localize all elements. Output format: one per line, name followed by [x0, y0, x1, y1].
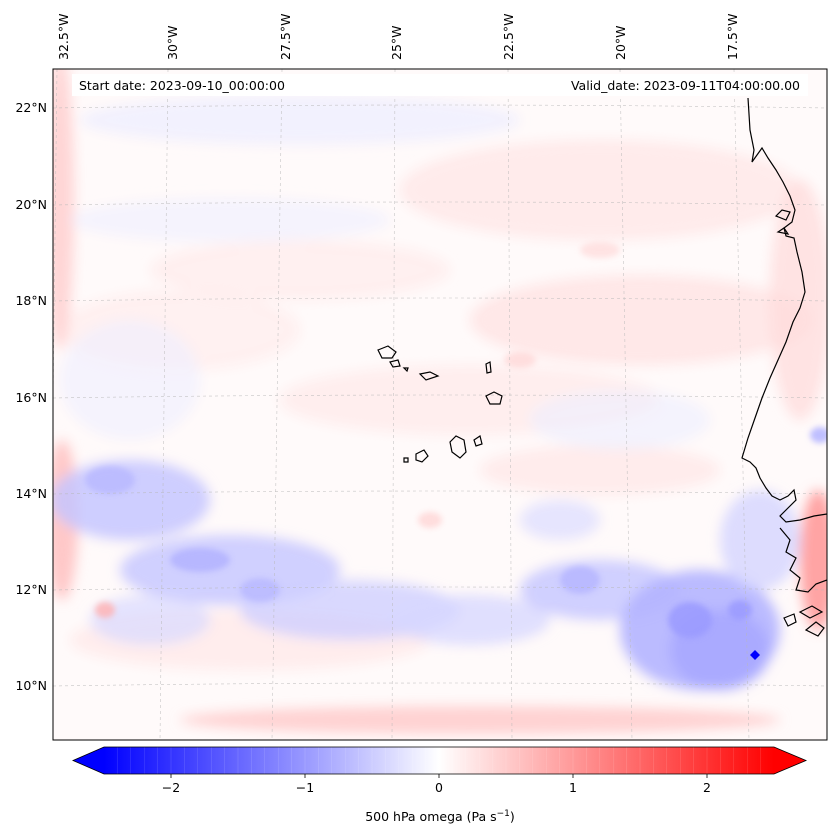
- colorbar-ticks: −2 −1 0 1 2: [162, 774, 711, 795]
- lon-label-32-5w: 32.5°W: [56, 14, 71, 60]
- colorbar-level-lines: [117, 747, 761, 774]
- lat-label-14n: 14°N: [15, 486, 47, 501]
- lat-label-22n: 22°N: [15, 100, 47, 115]
- lon-label-17-5w: 17.5°W: [725, 14, 740, 60]
- lat-label-20n: 20°N: [15, 197, 47, 212]
- map-frame: [52, 68, 828, 741]
- lat-label-18n: 18°N: [15, 293, 47, 308]
- lon-label-30w: 30°W: [165, 25, 180, 60]
- colorbar-tick-label: 0: [435, 780, 443, 795]
- coastline: [741, 97, 827, 637]
- colorbar-tick-label: −1: [296, 780, 314, 795]
- lon-label-22-5w: 22.5°W: [501, 14, 516, 60]
- lat-label-10n: 10°N: [15, 678, 47, 693]
- colorbar-body: [104, 747, 774, 774]
- map-panel: [53, 69, 827, 740]
- omega-minimum-spot: [750, 650, 760, 660]
- omega-field-detail: [85, 242, 827, 638]
- graticule: [53, 69, 827, 740]
- valid-date-label: Valid_date: 2023-09-11T04:00:00.00: [571, 78, 800, 93]
- longitude-labels: 32.5°W 30°W 27.5°W 25°W 22.5°W 20°W 17.5…: [56, 14, 740, 60]
- lon-label-25w: 25°W: [389, 25, 404, 60]
- cabo-verde-islands: [377, 345, 503, 463]
- latitude-labels: 22°N 20°N 18°N 16°N 14°N 12°N 10°N: [15, 100, 47, 693]
- header-background: [72, 74, 808, 96]
- colorbar: −2 −1 0 1 2 500 hPa omega (Pa s−1): [71, 746, 808, 824]
- lat-label-12n: 12°N: [15, 582, 47, 597]
- colorbar-extend-max: [774, 747, 806, 774]
- colorbar-extend-min: [73, 747, 104, 774]
- colorbar-tick-label: 2: [703, 780, 711, 795]
- colorbar-tick-label: 1: [569, 780, 577, 795]
- lat-label-16n: 16°N: [15, 390, 47, 405]
- lon-label-20w: 20°W: [613, 25, 628, 60]
- colorbar-label: 500 hPa omega (Pa s−1): [365, 809, 515, 824]
- start-date-label: Start date: 2023-09-10_00:00:00: [79, 78, 285, 93]
- colorbar-outline: [71, 746, 808, 775]
- lon-label-27-5w: 27.5°W: [278, 14, 293, 60]
- colorbar-tick-label: −2: [162, 780, 180, 795]
